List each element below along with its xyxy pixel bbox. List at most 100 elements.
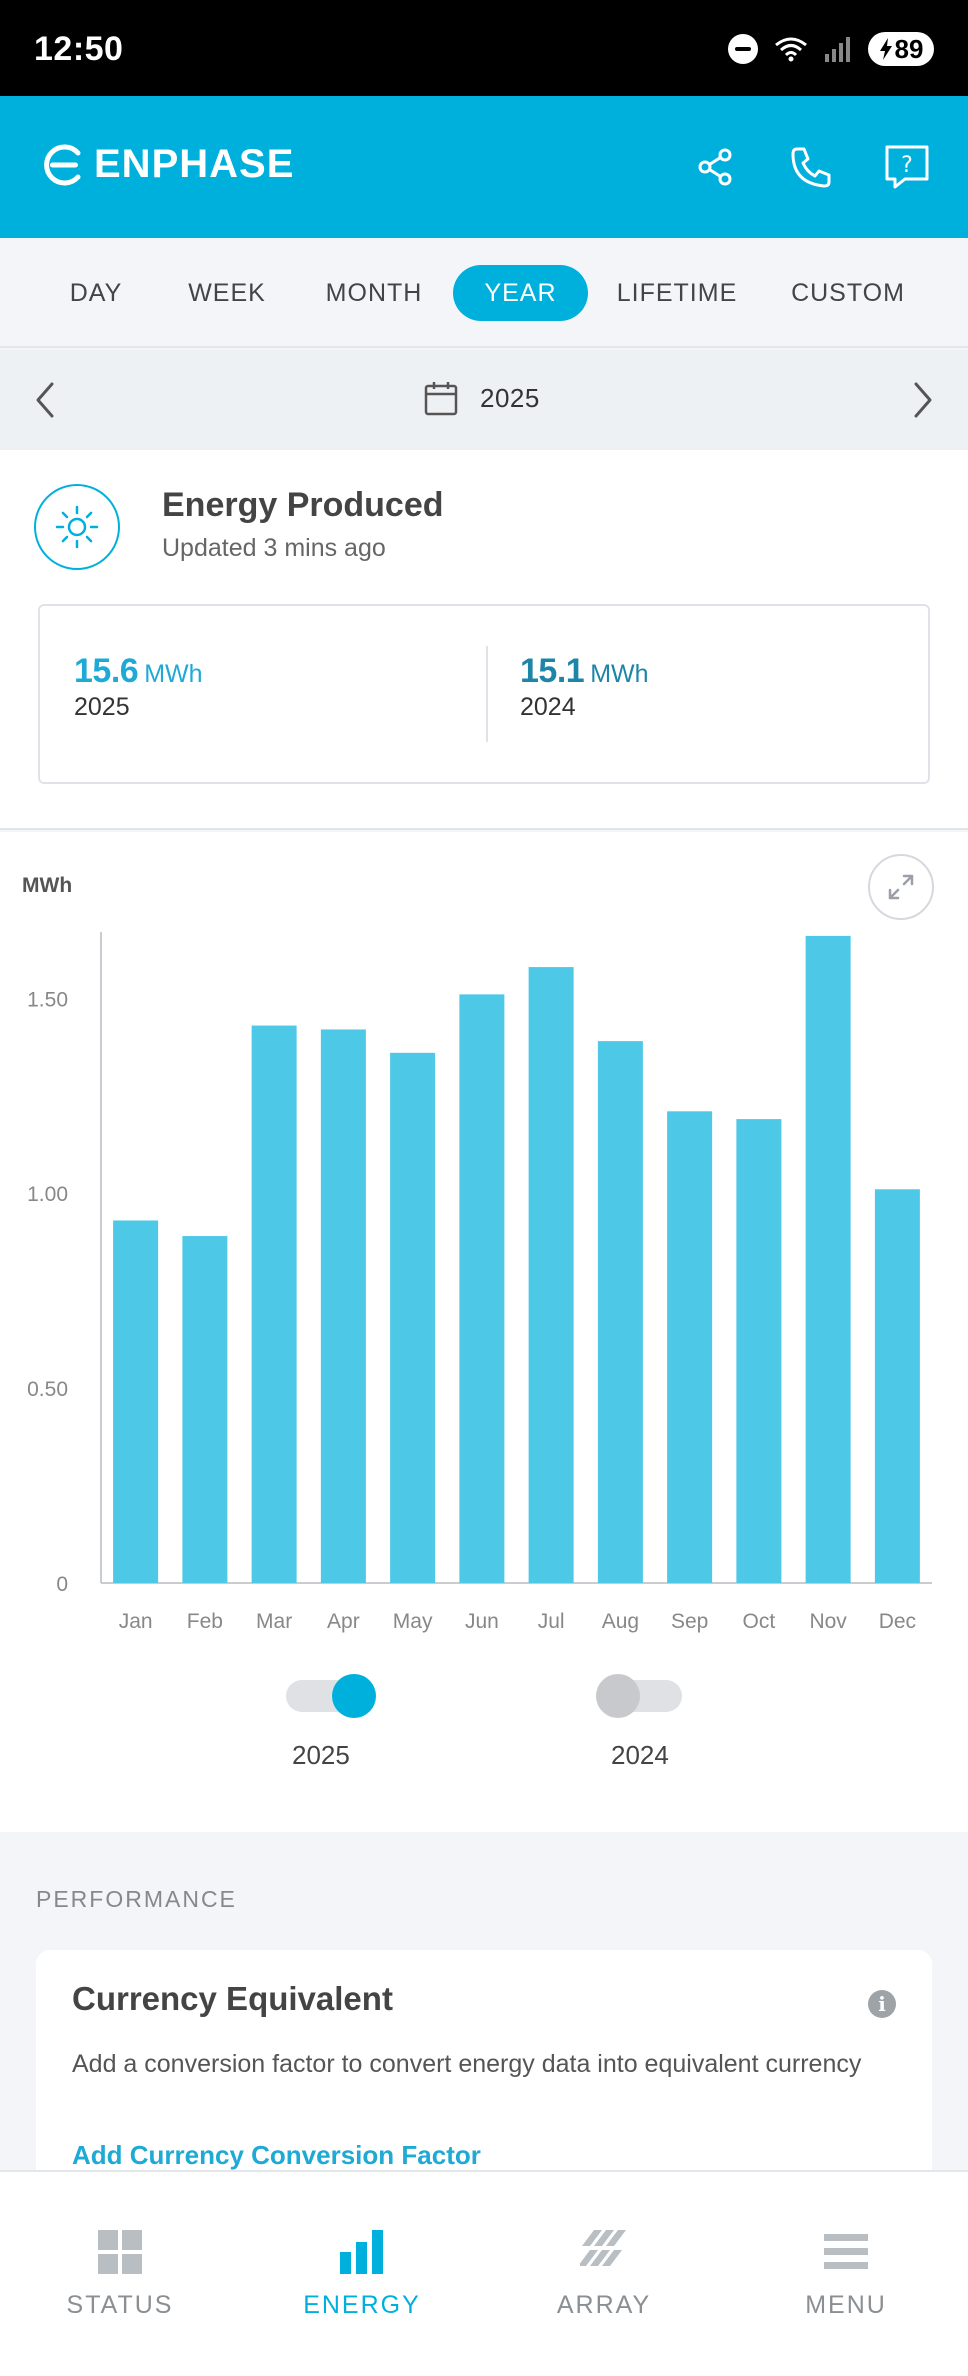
bar-mar	[251, 1025, 297, 1583]
yearly-totals: 15.6 MWh 2025 15.1 MWh 2024	[38, 604, 930, 784]
x-tick-label: Jul	[538, 1610, 565, 1633]
y-axis-unit: MWh	[22, 874, 73, 897]
nav-status[interactable]: STATUS	[20, 2228, 220, 2320]
tab-day[interactable]: DAY	[69, 279, 123, 307]
total-2024-unit: MWh	[590, 660, 649, 688]
bar-aug	[597, 1041, 643, 1583]
next-period-button[interactable]	[902, 378, 942, 422]
x-tick-label: Oct	[743, 1610, 776, 1633]
selected-year: 2025	[480, 382, 540, 413]
toggle-2025-label: 2025	[292, 1740, 350, 1770]
x-tick-label: Mar	[256, 1610, 292, 1633]
phone-icon	[791, 147, 831, 188]
tab-month[interactable]: MONTH	[325, 279, 423, 307]
energy-bar-chart: 0 0.50 1.00 1.50 Jan Feb Mar Apr May Jun Jul Aug Sep…	[27, 932, 932, 1633]
currency-equivalent-description: Add a conversion factor to convert energ…	[72, 2050, 862, 2078]
toggle-2024-label: 2024	[611, 1740, 669, 1770]
energy-produced-card: Energy Produced Updated 3 mins ago 15.6 M…	[0, 450, 968, 830]
bar-sep	[667, 1111, 713, 1583]
energy-chart-section: 0 0.50 1.00 1.50 Jan Feb Mar Apr May Jun Jul Aug Sep…	[0, 832, 968, 1832]
toggle-2025-knob	[332, 1674, 376, 1718]
menu-icon	[824, 2234, 868, 2269]
series-toggles: 2025 2024	[0, 1670, 968, 1790]
performance-section-label: PERFORMANCE	[36, 1886, 237, 1912]
y-tick-label: 1.50	[27, 988, 68, 1011]
app-header: ENPHASE ?	[0, 96, 968, 238]
sun-icon	[34, 484, 120, 570]
x-tick-label: Jan	[119, 1610, 153, 1633]
bar-jan	[113, 1220, 159, 1583]
tab-week[interactable]: WEEK	[188, 279, 266, 307]
enphase-logo: ENPHASE	[40, 142, 294, 187]
total-2025-value: 15.6	[74, 652, 139, 690]
nav-energy-label: ENERGY	[303, 2291, 421, 2319]
battery-indicator: 89	[868, 32, 934, 66]
enphase-logo-icon	[44, 144, 81, 185]
share-button[interactable]	[688, 140, 742, 194]
add-currency-conversion-link[interactable]: Add Currency Conversion Factor	[72, 2140, 481, 2170]
x-tick-label: Jun	[465, 1610, 499, 1633]
totals-divider	[486, 646, 488, 742]
nav-menu-label: MENU	[805, 2291, 887, 2319]
total-2024-value: 15.1	[520, 652, 585, 690]
x-tick-label: Feb	[187, 1610, 223, 1633]
help-icon: ?	[885, 145, 929, 189]
x-tick-label: May	[393, 1610, 433, 1633]
bar-dec	[874, 1189, 920, 1583]
total-2025-unit: MWh	[144, 660, 203, 688]
energy-icon	[340, 2230, 383, 2274]
toggle-2024-knob	[596, 1674, 640, 1718]
y-tick-label: 0	[56, 1573, 68, 1596]
total-2025: 15.6 MWh 2025	[74, 652, 203, 722]
nav-array[interactable]: ARRAY	[504, 2228, 704, 2320]
bar-jul	[528, 967, 574, 1583]
battery-level: 89	[894, 33, 924, 64]
nav-energy[interactable]: ENERGY	[262, 2228, 462, 2320]
phone-button[interactable]	[784, 140, 838, 194]
previous-period-button[interactable]	[26, 378, 66, 422]
nav-array-label: ARRAY	[556, 2291, 652, 2319]
bottom-navigation: STATUS ENERGY ARRAY MENU	[0, 2170, 968, 2376]
total-2024: 15.1 MWh 2024	[520, 652, 649, 722]
period-tabs: DAY WEEK MONTH YEAR LIFETIME CUSTOM	[0, 238, 968, 348]
signal-icon	[825, 37, 850, 62]
bar-nov	[805, 935, 851, 1583]
x-tick-label: Nov	[809, 1610, 847, 1633]
help-button[interactable]: ?	[880, 140, 934, 194]
expand-chart-button[interactable]	[868, 854, 934, 920]
x-tick-label: Dec	[879, 1610, 916, 1633]
calendar-icon	[424, 382, 458, 416]
y-tick-label: 1.00	[27, 1183, 68, 1206]
share-icon	[698, 148, 732, 186]
tab-custom[interactable]: CUSTOM	[791, 279, 905, 307]
array-icon	[578, 2230, 626, 2266]
total-2024-year: 2024	[520, 693, 576, 721]
bar-apr	[320, 1029, 366, 1583]
nav-menu[interactable]: MENU	[746, 2228, 946, 2320]
info-icon[interactable]: i	[868, 1990, 896, 2018]
currency-equivalent-title: Currency Equivalent	[72, 1980, 393, 2017]
bar-feb	[182, 1236, 228, 1583]
sun-glyph-icon	[55, 505, 99, 549]
status-bar: 12:50 89	[0, 0, 968, 96]
last-updated: Updated 3 mins ago	[162, 534, 386, 562]
do-not-disturb-icon	[728, 34, 758, 64]
brand-name: ENPHASE	[94, 142, 295, 186]
y-tick-label: 0.50	[27, 1378, 68, 1401]
tab-year[interactable]: YEAR	[453, 265, 588, 321]
status-time: 12:50	[34, 30, 124, 68]
wifi-icon	[775, 37, 807, 62]
total-2025-year: 2025	[74, 693, 130, 721]
date-navigator: 2025	[0, 350, 968, 450]
currency-equivalent-card: Currency Equivalent i Add a conversion f…	[36, 1950, 932, 2200]
bar-may	[390, 1052, 436, 1583]
x-tick-label: Apr	[327, 1610, 360, 1633]
x-tick-label: Aug	[602, 1610, 639, 1633]
tab-lifetime[interactable]: LIFETIME	[616, 279, 738, 307]
bar-jun	[459, 994, 505, 1583]
bar-oct	[736, 1119, 782, 1583]
status-icon	[98, 2230, 142, 2274]
x-tick-label: Sep	[671, 1610, 708, 1633]
status-icons: 89	[728, 32, 934, 66]
date-picker[interactable]: 2025	[424, 380, 540, 416]
